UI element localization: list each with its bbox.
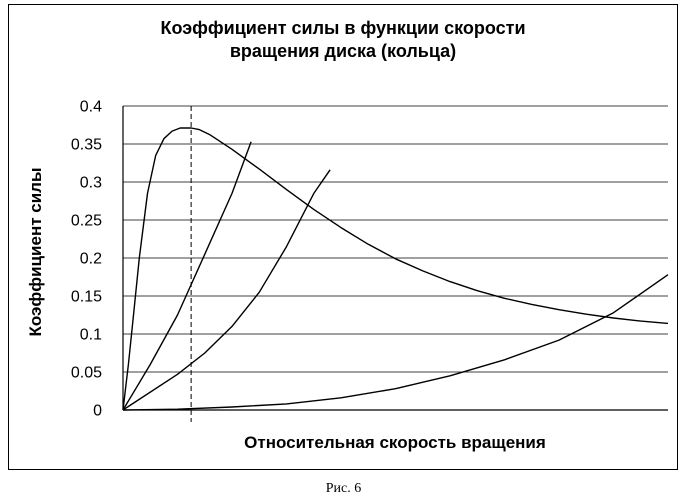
chart-title-line-1: Коэффициент силы в функции скорости [160,18,526,38]
chart-frame [8,4,678,470]
series-line-3 [122,169,331,411]
series-line-4 [122,274,669,411]
y-tick-label: 0.35 [71,137,102,154]
y-axis-label: Коэффициент силы [26,167,45,336]
y-tick-label: 0 [93,403,102,420]
x-axis-label: Относительная скорость вращения [244,433,546,452]
figure-caption: Рис. 6 [325,481,362,496]
series-line-2 [122,141,252,411]
y-tick-label: 0.3 [80,175,102,192]
chart-title: Коэффициент силы в функции скорости вращ… [8,17,678,63]
chart-title-line-2: вращения диска (кольца) [229,41,457,61]
y-tick-label: 0.05 [71,365,102,382]
series-line-1 [122,127,669,411]
axes [122,106,668,422]
y-tick-label: 0.1 [80,327,102,344]
y-tick-label: 0.25 [71,213,102,230]
series-lines [122,127,669,411]
y-axis-ticks: 0 0.05 0.1 0.15 0.2 0.25 0.3 0.35 0.4 [71,99,102,420]
y-tick-label: 0.15 [71,289,102,306]
gridlines [123,105,668,373]
y-tick-label: 0.4 [80,99,102,116]
y-tick-label: 0.2 [80,251,102,268]
